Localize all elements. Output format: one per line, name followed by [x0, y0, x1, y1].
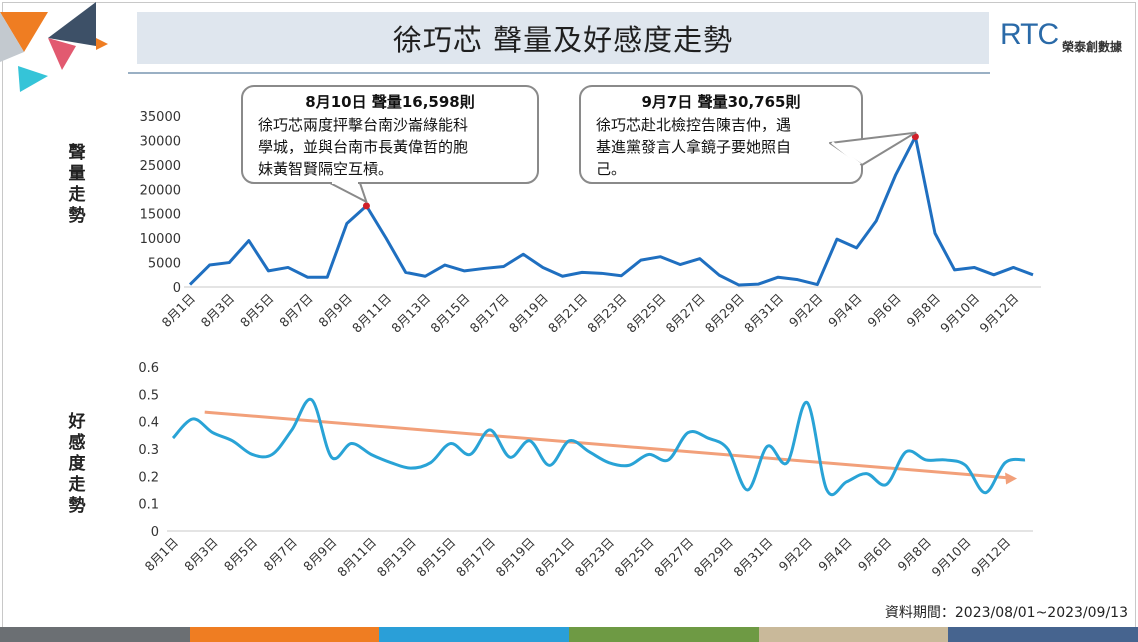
callout-tail-joint [831, 141, 861, 166]
bottom-bar-segment [758, 627, 949, 642]
volume-series-line [188, 135, 1034, 287]
bottom-bar-segment [379, 627, 570, 642]
sentiment-y-tick-label: 0 [151, 525, 159, 540]
sentiment-x-tick-label: 8月23日 [572, 535, 617, 580]
volume-y-tick-label: 30000 [140, 134, 181, 149]
page-title: 徐巧芯 聲量及好感度走勢 [392, 23, 734, 57]
sentiment-x-tick-label: 8月17日 [453, 535, 498, 580]
sentiment-x-tick-label: 8月1日 [142, 535, 182, 575]
title-banner: 徐巧芯 聲量及好感度走勢 [137, 12, 989, 64]
sentiment-x-tick-label: 9月6日 [855, 535, 895, 575]
sentiment-x-tick-label: 8月29日 [691, 535, 736, 580]
sentiment-x-tick-label: 8月27日 [651, 535, 696, 580]
volume-peak-marker [362, 202, 370, 210]
volume-annotation-callout: 9月7日 聲量30,765則徐巧芯赴北檢控告陳吉仲，遇基進黨發言人拿鏡子要她照自… [579, 85, 917, 184]
volume-annotation-callout: 8月10日 聲量16,598則徐巧芯兩度抨擊台南沙崙綠能科學城，並與台南市長黃偉… [241, 85, 539, 203]
decoration-triangle-navy [48, 2, 96, 46]
decoration-triangle-cyan [18, 66, 48, 92]
sentiment-series-line [171, 397, 1026, 497]
volume-y-tick-label: 5000 [148, 257, 181, 272]
decoration-triangle-orange [0, 12, 48, 52]
volume-y-tick-label: 35000 [140, 110, 181, 125]
sentiment-x-tick-label: 8月31日 [730, 535, 775, 580]
bottom-bar-segment [569, 627, 759, 642]
callout-text: 徐巧芯赴北檢控告陳吉仲，遇基進黨發言人拿鏡子要她照自己。 [596, 116, 791, 178]
volume-y-tick-label: 20000 [140, 183, 181, 198]
sentiment-x-tick-label: 8月25日 [612, 535, 657, 580]
corner-decoration [0, 2, 108, 92]
sentiment-x-tick-label: 8月11日 [334, 535, 379, 580]
logo-company-name: 榮泰創數據 [1062, 40, 1123, 54]
sentiment-x-tick-label: 9月2日 [776, 535, 816, 575]
sentiment-x-tick-label: 8月3日 [181, 535, 221, 575]
sentiment-x-tick-label: 8月19日 [493, 535, 538, 580]
sentiment-x-tick-label: 9月12日 [968, 535, 1013, 580]
sentiment-y-tick-label: 0.5 [138, 388, 159, 403]
bottom-bar-segment [0, 627, 190, 642]
volume-y-tick-label: 15000 [140, 208, 181, 223]
sentiment-x-tick-label: 8月7日 [260, 535, 300, 575]
sentiment-trend-arrowhead [1005, 472, 1018, 485]
bottom-bar-segment [189, 627, 380, 642]
volume-y-tick-label: 25000 [140, 159, 181, 174]
sentiment-x-tick-label: 9月4日 [815, 535, 855, 575]
volume-chart-label: 聲量走勢 [68, 143, 86, 226]
sentiment-y-tick-label: 0.2 [138, 470, 159, 485]
decoration-triangle-pink [48, 38, 76, 70]
bottom-bar-segment [948, 627, 1138, 642]
sentiment-x-tick-label: 8月5日 [221, 535, 261, 575]
callout-title: 9月7日 聲量30,765則 [642, 93, 801, 111]
sentiment-trend-line [204, 410, 1008, 480]
volume-peak-marker [911, 133, 919, 141]
sentiment-y-tick-label: 0.4 [138, 416, 159, 431]
sentiment-x-tick-label: 8月15日 [413, 535, 458, 580]
sentiment-x-tick-label: 8月13日 [374, 535, 419, 580]
sentiment-y-tick-label: 0.1 [138, 498, 159, 513]
sentiment-y-tick-label: 0.6 [138, 361, 159, 376]
volume-y-tick-label: 10000 [140, 232, 181, 247]
callout-box [579, 85, 863, 184]
callout-title: 8月10日 聲量16,598則 [305, 93, 474, 111]
volume-y-tick-label: 0 [173, 281, 181, 296]
decoration-triangle-grey [0, 12, 24, 62]
logo-text: RTC [1000, 18, 1059, 51]
company-logo: RTC 榮泰創數據 [1000, 18, 1132, 62]
decoration-triangle-small-orange [96, 38, 108, 50]
sentiment-y-tick-label: 0.3 [138, 443, 159, 458]
sentiment-x-tick-label: 9月10日 [929, 535, 974, 580]
bottom-color-bar [0, 627, 1138, 642]
data-period-note: 資料期間：2023/08/01~2023/09/13 [884, 605, 1128, 621]
sentiment-x-tick-label: 8月21日 [532, 535, 577, 580]
callout-box [241, 85, 539, 184]
callout-text: 徐巧芯兩度抨擊台南沙崙綠能科學城，並與台南市長黃偉哲的胞妹黃智賢隔空互槓。 [258, 116, 468, 178]
sentiment-chart-label: 好感度走勢 [68, 412, 86, 516]
title-underline [128, 72, 990, 74]
